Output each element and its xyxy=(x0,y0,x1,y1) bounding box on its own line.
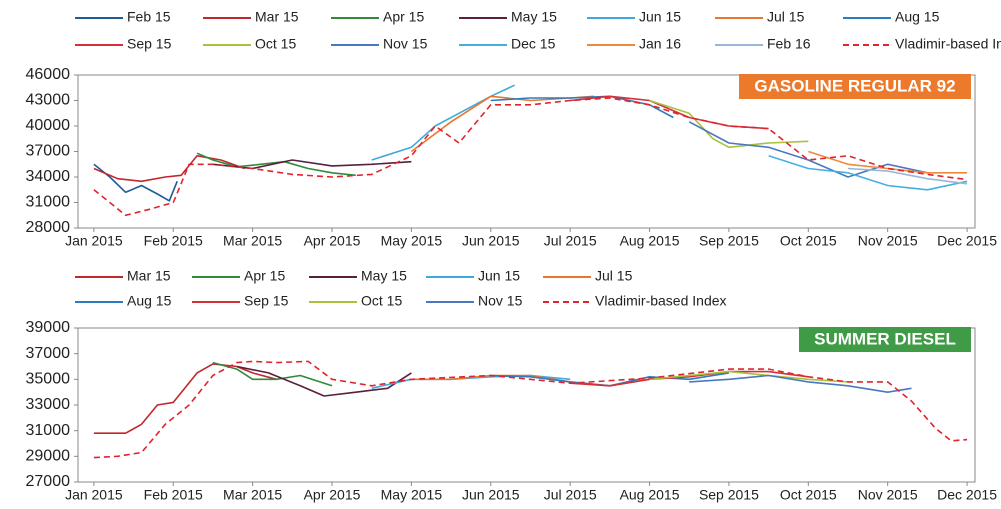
series-line xyxy=(371,84,515,161)
y-tick-label: 31000 xyxy=(26,194,71,211)
legend-label: Vladimir-based Index xyxy=(595,293,727,309)
y-tick-label: 40000 xyxy=(26,117,71,134)
legend-label: Sep 15 xyxy=(244,293,289,309)
series-line xyxy=(689,374,912,394)
x-tick-label: Aug 2015 xyxy=(620,487,680,503)
legend-label: Jun 15 xyxy=(639,9,681,25)
legend-label: Apr 15 xyxy=(383,9,424,25)
y-tick-label: 43000 xyxy=(26,92,71,109)
series-line xyxy=(768,155,968,191)
legend-label: Apr 15 xyxy=(244,268,285,284)
legend-label: Jan 16 xyxy=(639,36,681,52)
series-line xyxy=(688,121,928,178)
x-tick-label: Sep 2015 xyxy=(699,487,759,503)
legend-label: Feb 16 xyxy=(767,36,811,52)
legend-label: Oct 15 xyxy=(361,293,402,309)
y-tick-label: 27000 xyxy=(26,473,71,490)
x-tick-label: Aug 2015 xyxy=(620,233,680,249)
x-tick-label: Apr 2015 xyxy=(304,233,361,249)
y-tick-label: 33000 xyxy=(26,396,71,413)
x-tick-label: Jan 2015 xyxy=(65,233,123,249)
series-line xyxy=(93,97,968,217)
x-tick-label: Dec 2015 xyxy=(937,233,997,249)
legend-label: Aug 15 xyxy=(127,293,172,309)
legend-label: Jun 15 xyxy=(478,268,520,284)
series-line xyxy=(570,95,769,130)
x-tick-label: May 2015 xyxy=(381,233,443,249)
x-tick-label: Nov 2015 xyxy=(858,487,918,503)
legend-label: May 15 xyxy=(361,268,407,284)
x-tick-label: Jan 2015 xyxy=(65,487,123,503)
series-line xyxy=(649,370,849,383)
y-tick-label: 29000 xyxy=(26,448,71,465)
y-tick-label: 34000 xyxy=(26,168,71,185)
y-tick-label: 28000 xyxy=(26,219,71,236)
legend-label: Sep 15 xyxy=(127,36,172,52)
legend-label: Aug 15 xyxy=(895,9,940,25)
legend-label: Dec 15 xyxy=(511,36,556,52)
series-line xyxy=(93,360,968,459)
x-tick-label: Nov 2015 xyxy=(858,233,918,249)
series-line xyxy=(649,99,809,149)
x-tick-label: Sep 2015 xyxy=(699,233,759,249)
x-tick-label: Mar 2015 xyxy=(223,487,282,503)
y-tick-label: 37000 xyxy=(26,143,71,160)
x-tick-label: Apr 2015 xyxy=(304,487,361,503)
series-line xyxy=(570,370,809,387)
series-line xyxy=(847,167,968,185)
legend-label: Nov 15 xyxy=(478,293,523,309)
legend-label: Nov 15 xyxy=(383,36,428,52)
badge: GASOLINE REGULAR 92 xyxy=(754,76,955,95)
series-line xyxy=(93,155,245,183)
series-line xyxy=(490,95,674,119)
series-line xyxy=(93,163,178,202)
x-tick-label: Jul 2015 xyxy=(544,233,597,249)
badge-box xyxy=(799,327,971,352)
y-tick-label: 37000 xyxy=(26,345,71,362)
x-tick-label: Jul 2015 xyxy=(544,487,597,503)
x-tick-label: May 2015 xyxy=(381,487,443,503)
x-tick-label: Jun 2015 xyxy=(462,233,520,249)
x-tick-label: Feb 2015 xyxy=(144,233,203,249)
y-tick-label: 39000 xyxy=(26,319,71,336)
legend-label: Feb 15 xyxy=(127,9,171,25)
x-tick-label: Feb 2015 xyxy=(144,487,203,503)
x-tick-label: Mar 2015 xyxy=(223,233,282,249)
legend-label: Vladimir-based Index xyxy=(895,36,1001,52)
legend-label: Jul 15 xyxy=(595,268,633,284)
x-tick-label: Oct 2015 xyxy=(780,487,837,503)
legend-label: Mar 15 xyxy=(255,9,299,25)
badge-box xyxy=(739,74,971,99)
y-tick-label: 31000 xyxy=(26,422,71,439)
x-tick-label: Jun 2015 xyxy=(462,487,520,503)
series-line xyxy=(93,363,277,435)
x-tick-label: Oct 2015 xyxy=(780,233,837,249)
legend-label: Jul 15 xyxy=(767,9,805,25)
y-tick-label: 46000 xyxy=(26,66,71,83)
legend-label: Oct 15 xyxy=(255,36,296,52)
legend-label: May 15 xyxy=(511,9,557,25)
series-line xyxy=(236,365,412,397)
badge: SUMMER DIESEL xyxy=(814,329,956,348)
legend-label: Mar 15 xyxy=(127,268,171,284)
series-line xyxy=(212,361,333,387)
series-line xyxy=(196,152,356,177)
y-tick-label: 35000 xyxy=(26,371,71,388)
series-line xyxy=(808,150,968,174)
series-line xyxy=(212,159,412,170)
x-tick-label: Dec 2015 xyxy=(937,487,997,503)
